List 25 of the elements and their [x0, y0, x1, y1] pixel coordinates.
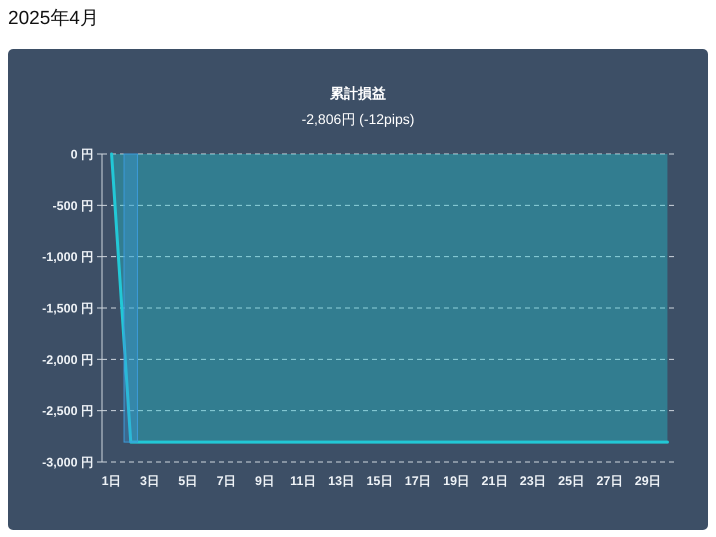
x-tick-label: 13日 — [328, 474, 356, 488]
x-tick-label: 23日 — [520, 474, 547, 488]
x-tick-label: 5日 — [178, 474, 198, 488]
x-tick-label: 15日 — [366, 474, 394, 488]
y-tick-label: -2,500 円 — [42, 404, 94, 418]
annotation: 2025年4月 — [8, 8, 99, 29]
chart-subtitle: -2,806円 (-12pips) — [302, 111, 414, 127]
x-tick-label: 3日 — [140, 474, 160, 488]
x-tick-label: 19日 — [443, 474, 470, 488]
x-tick-label: 17日 — [404, 474, 432, 488]
x-tick-label: 25日 — [558, 474, 586, 488]
y-tick-label: -500 円 — [52, 198, 94, 213]
chart-title: 累計損益 — [329, 85, 386, 101]
x-tick-label: 11日 — [290, 474, 316, 488]
y-tick-label: -1,000 円 — [42, 250, 94, 264]
x-tick-label: 21日 — [481, 474, 508, 488]
x-tick-label: 29日 — [634, 474, 662, 488]
y-tick-label: 0 円 — [70, 148, 94, 162]
x-tick-label: 9日 — [254, 474, 275, 488]
x-tick-label: 27日 — [596, 474, 624, 488]
x-tick-label: 7日 — [216, 474, 237, 488]
y-tick-label: -1,500 円 — [42, 302, 94, 316]
x-tick-label: 1日 — [102, 474, 122, 488]
y-tick-label: -3,000 円 — [42, 456, 94, 470]
y-tick-label: -2,000 円 — [42, 352, 94, 367]
